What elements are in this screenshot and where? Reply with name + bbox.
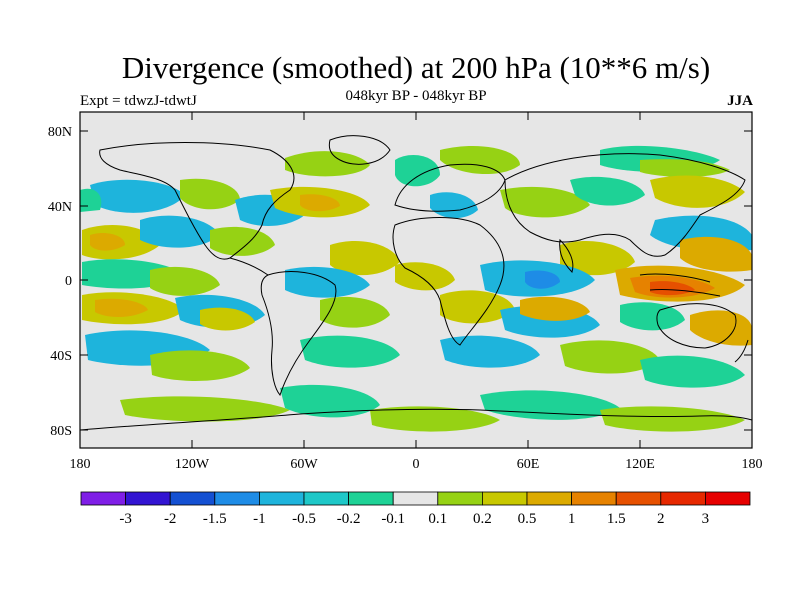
colorbar-swatch [392, 491, 439, 506]
colorbar-swatch [481, 491, 528, 506]
colorbar-swatch [258, 491, 305, 506]
colorbar-label: 1.5 [607, 511, 626, 527]
colorbar: -3 -2 -1.5 -1 -0.5 -0.2 -0.1 0.1 0.2 0.5 1 1.5 2 3 [80, 491, 751, 527]
contour-sind-pos [440, 290, 515, 324]
contour-asia-pos [500, 186, 590, 218]
contour-ind-pos [560, 241, 635, 276]
contour-wpac-pos [650, 175, 745, 208]
colorbar-swatch [437, 491, 483, 506]
colorbar-label: -0.5 [292, 511, 316, 527]
y-tick-label: 40N [48, 200, 72, 215]
contour-arctic-pos-3 [640, 159, 730, 177]
colorbar-swatch [526, 491, 572, 506]
colorbar-label: 0.2 [473, 511, 492, 527]
coast-asia [504, 153, 746, 257]
colorbar-label: -2 [164, 511, 177, 527]
coastlines [80, 135, 752, 431]
contour-epac-pos-in [90, 233, 125, 251]
contour-eqpac-pos [150, 266, 220, 296]
contour-npac-pos [180, 178, 240, 210]
contour-spac-pos-2 [200, 307, 255, 331]
season-label: JJA [727, 93, 753, 109]
x-tick-label: 120W [175, 457, 210, 472]
contour-aus-pos [690, 310, 752, 346]
coast-antarctica [80, 408, 752, 431]
x-tick-label: 180 [70, 457, 91, 472]
colorbar-swatch [80, 491, 126, 506]
contour-sind-pos-2 [520, 296, 590, 321]
contour-so-pos [150, 350, 250, 381]
colorbar-swatch [571, 491, 617, 506]
colorbar-swatch [169, 491, 216, 506]
colorbar-swatch [705, 491, 751, 506]
y-tick-label: 80N [48, 125, 72, 140]
contour-ant-neg-2 [480, 390, 620, 420]
colorbar-swatch [660, 491, 706, 506]
contour-eqam-neg [285, 266, 370, 298]
contour-ant-pos [120, 396, 290, 422]
contour-natl-pos-in [300, 194, 340, 212]
colorbar-swatch [125, 491, 171, 506]
colorbar-label: -1.5 [203, 511, 227, 527]
colorbar-swatch [615, 491, 662, 506]
x-tick-label: 120E [625, 457, 655, 472]
x-tick-label: 180 [742, 457, 763, 472]
colorbar-label: 3 [702, 511, 710, 527]
contour-arctic-pos-2 [440, 145, 520, 175]
contour-field [80, 145, 752, 432]
colorbar-label: 0.5 [518, 511, 537, 527]
colorbar-label: -3 [119, 511, 132, 527]
coast-australia [656, 303, 737, 349]
colorbar-swatch [303, 491, 349, 506]
contour-ant-neg [280, 384, 380, 418]
contour-atl-pos [330, 241, 400, 276]
contour-wpac-north-pos [680, 236, 752, 272]
coast-north-america [99, 142, 295, 260]
coast-greenland [328, 135, 391, 165]
coast-new-zealand [734, 339, 749, 363]
contour-ant-pos-2 [370, 406, 500, 432]
experiment-label: Expt = tdwzJ-tdwtJ [80, 93, 197, 109]
colorbar-label: 0.1 [428, 511, 447, 527]
contour-so-neg-3 [440, 335, 540, 368]
contour-eqind-neg-core [525, 270, 560, 289]
x-tick-label: 60W [290, 457, 318, 472]
contour-arctic-neg [395, 155, 440, 187]
contour-so-neg-4 [640, 355, 745, 388]
x-tick-label: 0 [413, 457, 420, 472]
y-tick-label: 40S [50, 349, 72, 364]
map-subtitle: 048kyr BP - 048kyr BP [345, 88, 487, 104]
y-tick-label: 80S [50, 424, 72, 439]
contour-npac-neg [90, 179, 185, 213]
contour-ant-pos-3 [600, 406, 745, 432]
contour-mc-pos-core [650, 281, 695, 296]
contour-eqatl-pos [395, 262, 455, 291]
contour-so-neg-2 [300, 335, 400, 368]
contour-cam-pos [210, 226, 275, 256]
colorbar-swatch [214, 491, 260, 506]
contour-asia-neg [570, 176, 645, 206]
colorbar-label: -0.1 [381, 511, 405, 527]
contour-satl-pos [320, 296, 390, 328]
coast-africa [392, 217, 505, 346]
x-tick-label: 60E [517, 457, 540, 472]
colorbar-label: 2 [657, 511, 665, 527]
contour-cpac-neg [140, 215, 220, 248]
coast-india [559, 238, 574, 273]
colorbar-label: -1 [253, 511, 266, 527]
colorbar-swatch [348, 491, 394, 506]
contour-spac-pos-in [95, 298, 148, 317]
contour-aus-neg [620, 302, 685, 331]
contour-arctic-pos [285, 151, 370, 177]
map-title: Divergence (smoothed) at 200 hPa (10**6 … [121, 50, 711, 85]
colorbar-label: -0.2 [337, 511, 361, 527]
axis-ticks [80, 112, 752, 448]
coast-south-america [260, 271, 337, 396]
y-tick-label: 0 [65, 274, 72, 289]
coast-central-america [229, 257, 269, 276]
coast-maritime [639, 273, 721, 297]
colorbar-label: 1 [568, 511, 576, 527]
contour-so-pos-2 [560, 340, 660, 374]
